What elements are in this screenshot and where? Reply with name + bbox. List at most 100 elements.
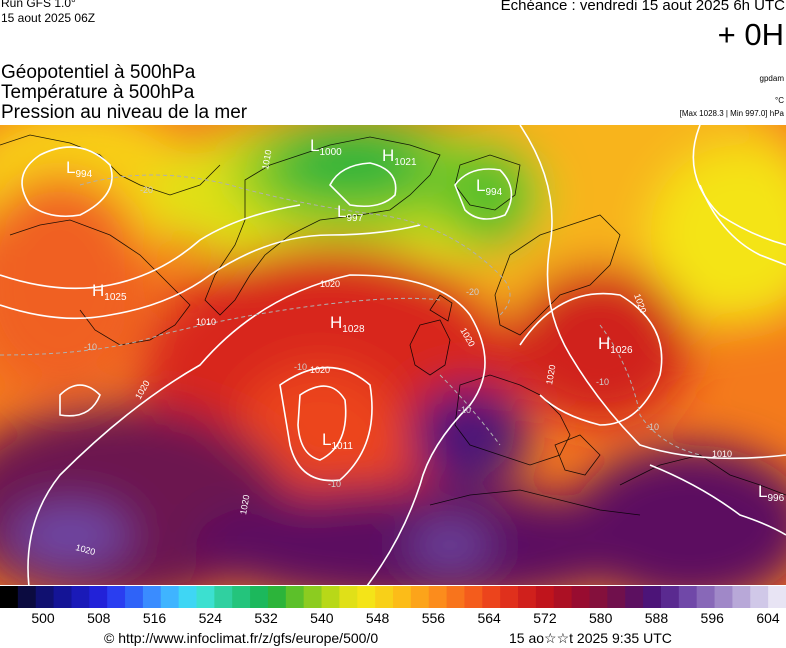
pressure-labels: L994 L1000 H1021 L994 L997 H1025 H1028 H… bbox=[66, 136, 785, 504]
colorbar-tick-label: 556 bbox=[421, 610, 446, 626]
pressure-center-label: H1025 bbox=[92, 281, 127, 303]
colorbar-swatch bbox=[375, 586, 394, 608]
colorbar-swatch bbox=[393, 586, 412, 608]
colorbar-swatch bbox=[160, 586, 180, 608]
isotherm-label: -10 bbox=[328, 479, 341, 489]
colorbar-tick-label: 516 bbox=[142, 610, 167, 626]
colorbar-swatch bbox=[625, 586, 644, 608]
coastlines bbox=[0, 134, 786, 516]
colorbar-swatch bbox=[178, 586, 197, 608]
isotherm-label: -10 bbox=[596, 377, 609, 387]
colorbar-swatch bbox=[250, 586, 269, 608]
colorbar-swatch bbox=[482, 586, 501, 608]
colorbar-swatch bbox=[107, 586, 126, 608]
pressure-center-label: H1026 bbox=[598, 334, 633, 356]
isotherm-label: -10 bbox=[458, 405, 471, 415]
isotherm-label: -20 bbox=[140, 185, 153, 195]
colorbar-swatch bbox=[732, 586, 751, 608]
run-time: 15 aout 2025 06Z bbox=[1, 11, 96, 25]
colorbar-swatch bbox=[267, 586, 287, 608]
pressure-center-label: L994 bbox=[476, 176, 503, 198]
colorbar-swatch bbox=[589, 586, 608, 608]
isotherm-labels: -20 -20 -10 -10 -10 -10 -10 -10 bbox=[84, 185, 659, 489]
colorbar-swatch bbox=[35, 586, 55, 608]
title-geopotential: Géopotentiel à 500hPa bbox=[1, 62, 196, 83]
geopotential-field bbox=[0, 125, 786, 585]
source-url: © http://www.infoclimat.fr/z/gfs/europe/… bbox=[104, 630, 379, 646]
isobars bbox=[0, 125, 786, 585]
pressure-center-label: H1028 bbox=[330, 313, 365, 335]
colorbar-swatch bbox=[196, 586, 215, 608]
colorbar-swatch bbox=[768, 586, 786, 608]
colorbar-swatch bbox=[89, 586, 108, 608]
unit-temperature: °C bbox=[775, 96, 784, 105]
colorbar-tick-label: 572 bbox=[533, 610, 557, 626]
isobar-label: 1020 bbox=[544, 364, 557, 385]
isobar-label: 1010 bbox=[712, 449, 732, 459]
colorbar-swatch bbox=[714, 586, 733, 608]
colorbar-swatch bbox=[410, 586, 430, 608]
colorbar-swatch bbox=[750, 586, 769, 608]
colorbar-swatch bbox=[232, 586, 251, 608]
colorbar-tick-label: 596 bbox=[700, 610, 724, 626]
pressure-center-label: L994 bbox=[66, 158, 93, 180]
pressure-center-label: H1021 bbox=[382, 146, 417, 168]
colorbar-swatch bbox=[446, 586, 465, 608]
colorbar-swatch bbox=[553, 586, 573, 608]
colorbar-tick-label: 588 bbox=[644, 610, 669, 626]
colorbar-swatch bbox=[660, 586, 680, 608]
isobar-label: 1020 bbox=[310, 365, 330, 375]
colorbar-swatch bbox=[285, 586, 305, 608]
colorbar-swatch bbox=[53, 586, 72, 608]
colorbar bbox=[0, 586, 786, 608]
colorbar-tick-label: 548 bbox=[365, 610, 390, 626]
weather-map: L994 L1000 H1021 L994 L997 H1025 H1028 H… bbox=[0, 125, 786, 585]
colorbar-swatch bbox=[500, 586, 519, 608]
colorbar-swatch bbox=[535, 586, 555, 608]
colorbar-swatch bbox=[678, 586, 698, 608]
colorbar-swatch bbox=[17, 586, 37, 608]
isobar-label: 1010 bbox=[196, 317, 216, 327]
isotherm-label: -20 bbox=[466, 287, 479, 297]
colorbar-swatch bbox=[0, 586, 19, 608]
colorbar-swatch bbox=[357, 586, 376, 608]
colorbar-swatch bbox=[71, 586, 90, 608]
run-label: Run GFS 1.0° bbox=[1, 0, 76, 10]
colorbar-tick-label: 524 bbox=[198, 610, 222, 626]
pressure-center-label: L1011 bbox=[322, 430, 353, 452]
forecast-valid-time: Echéance : vendredi 15 aout 2025 6h UTC bbox=[500, 0, 785, 14]
colorbar-swatch bbox=[142, 586, 162, 608]
colorbar-swatch bbox=[464, 586, 483, 608]
colorbar-tick-label: 500 bbox=[31, 610, 55, 626]
colorbar-swatch bbox=[428, 586, 448, 608]
pressure-center-label: L1000 bbox=[310, 136, 342, 158]
isobar-label: 1010 bbox=[260, 149, 273, 170]
colorbar-swatch bbox=[571, 586, 590, 608]
colorbar-tick-label: 508 bbox=[87, 610, 111, 626]
isotherm-label: -10 bbox=[84, 342, 97, 352]
isotherms bbox=[0, 174, 701, 456]
pressure-center-label: L997 bbox=[337, 202, 364, 224]
colorbar-swatch bbox=[339, 586, 358, 608]
unit-pressure-range: [Max 1028.3 | Min 997.0] hPa bbox=[679, 109, 784, 118]
title-mslp: Pression au niveau de la mer bbox=[1, 102, 248, 123]
unit-geopotential: gpdam bbox=[759, 74, 784, 83]
colorbar-tick-label: 564 bbox=[477, 610, 501, 626]
generated-time: 15 ao☆☆t 2025 9:35 UTC bbox=[509, 630, 672, 646]
colorbar-swatch bbox=[125, 586, 144, 608]
isobar-label: 1020 bbox=[238, 494, 251, 515]
colorbar-swatch bbox=[643, 586, 662, 608]
title-temperature: Température à 500hPa bbox=[1, 82, 195, 103]
colorbar-tick-label: 532 bbox=[254, 610, 278, 626]
colorbar-tick-label: 604 bbox=[756, 610, 780, 626]
pressure-center-label: L996 bbox=[758, 482, 785, 504]
isobar-label: 1020 bbox=[320, 279, 340, 289]
colorbar-swatch bbox=[303, 586, 323, 608]
colorbar-swatch bbox=[214, 586, 233, 608]
colorbar-swatch bbox=[518, 586, 537, 608]
colorbar-tick-label: 580 bbox=[589, 610, 613, 626]
colorbar-tick-label: 540 bbox=[310, 610, 334, 626]
forecast-lead-time: + 0H bbox=[717, 17, 784, 52]
isotherm-label: -10 bbox=[294, 362, 307, 372]
colorbar-swatch bbox=[321, 586, 340, 608]
